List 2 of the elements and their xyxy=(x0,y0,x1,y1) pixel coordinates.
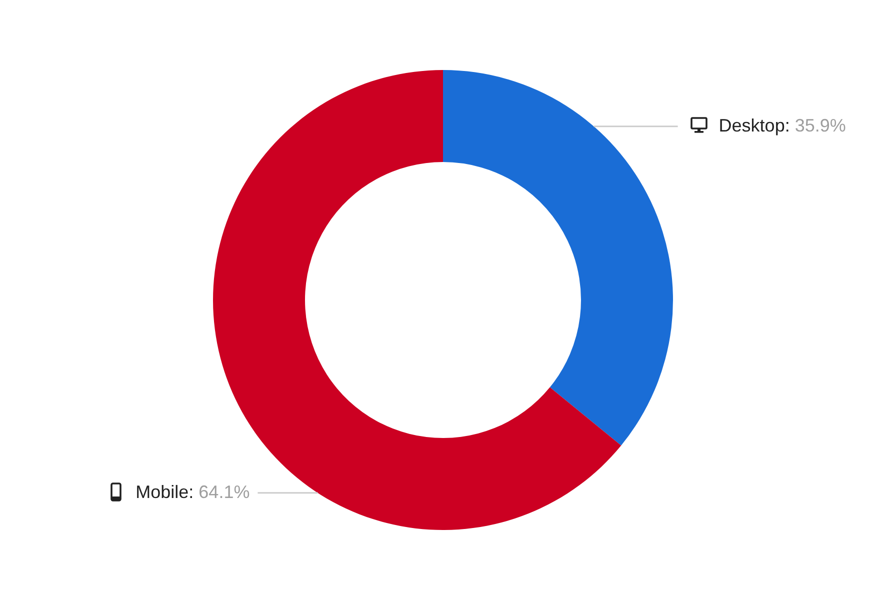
slice-label: Desktop: 35.9% xyxy=(718,115,846,136)
slice-label: Mobile: 64.1% xyxy=(136,482,250,502)
